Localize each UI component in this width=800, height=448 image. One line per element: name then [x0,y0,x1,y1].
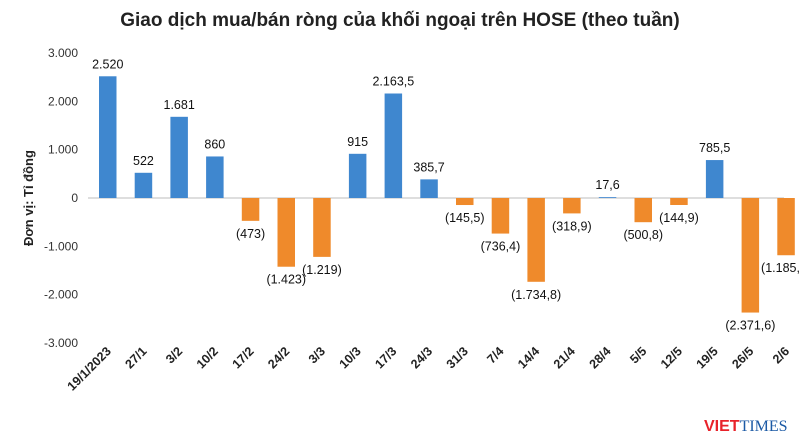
category-label: 10/3 [337,344,364,371]
bar [348,153,367,198]
category-label: 24/2 [265,344,292,371]
bar [134,172,153,198]
data-label: 860 [204,137,225,151]
bar [705,160,724,198]
logo-part-times: TIMES [739,418,788,435]
data-label: (500,8) [623,228,663,242]
data-label: (1.734,8) [511,288,561,302]
category-label: 17/2 [230,344,257,371]
category-label: 7/4 [484,344,506,366]
bar [670,198,688,205]
data-label: (1.219) [302,263,342,277]
y-axis-ticks: 3.000 2.000 1.000 0 -1.000 -2.000 -3.000 [44,46,78,350]
category-label: 31/3 [444,344,471,371]
bar [241,198,260,221]
category-label: 14/4 [515,344,542,371]
bar [170,116,188,198]
category-label: 26/5 [729,344,756,371]
category-label: 2/6 [770,344,792,366]
viettimes-logo: VIETTIMES [704,418,788,436]
category-label: 27/1 [122,344,149,371]
category-label: 21/4 [551,344,578,371]
y-tick-label: -2.000 [44,288,78,302]
bar [456,198,474,206]
category-label: 5/5 [627,344,649,366]
data-label: 17,6 [595,178,619,192]
bars [99,76,795,313]
y-tick-label: -1.000 [44,239,78,253]
category-label: 19/1/2023 [65,344,114,393]
y-tick-label: 2.000 [48,94,78,108]
bar [527,198,545,282]
logo-part-viet: VIET [704,418,740,435]
bar [99,76,117,198]
category-label: 28/4 [587,344,614,371]
y-tick-label: 0 [71,191,78,205]
data-label: (1.423) [266,273,306,287]
category-label: 3/3 [306,344,328,366]
chart-title: Giao dịch mua/bán ròng của khối ngoại tr… [120,10,680,31]
bar [491,198,510,234]
bar [741,198,760,313]
data-label: (144,9) [659,211,699,225]
data-label: 2.163,5 [372,75,414,89]
data-label: 1.681 [164,98,195,112]
category-label: 10/2 [194,344,221,371]
bar [563,198,581,214]
data-label: (736,4) [481,240,521,254]
data-label: (145,5) [445,211,485,225]
y-tick-label: 3.000 [48,46,78,60]
y-tick-label: 1.000 [48,143,78,157]
data-label: (473) [236,227,265,241]
category-label: 17/3 [372,344,399,371]
data-label: (2.371,6) [725,319,775,333]
category-label: 12/5 [658,344,685,371]
y-tick-label: -3.000 [44,336,78,350]
category-label: 19/5 [694,344,721,371]
data-label: 785,5 [699,141,730,155]
category-labels: 19/1/2023 27/1 3/2 10/2 17/2 24/2 3/3 10/3 17/3 2… [65,344,793,393]
data-label: 522 [133,154,154,168]
bar [384,93,403,198]
data-label: 385,7 [413,160,444,174]
bar [420,179,438,198]
data-label: 2.520 [92,57,123,71]
bar [277,198,295,267]
data-label: (1.185,0) [761,261,800,275]
bar [598,197,617,198]
bar [313,198,331,257]
y-axis-label: Đơn vị: Tỉ đồng [21,150,36,246]
data-label: 915 [347,135,368,149]
bar [777,198,795,256]
category-label: 24/3 [408,344,435,371]
bar [634,198,652,223]
bar [206,156,224,198]
data-labels: 2.520 522 1.681 860 (473) (1.423)(1.219) 915 2.… [92,57,800,332]
data-label: (318,9) [552,219,592,233]
category-label: 3/2 [163,344,185,366]
